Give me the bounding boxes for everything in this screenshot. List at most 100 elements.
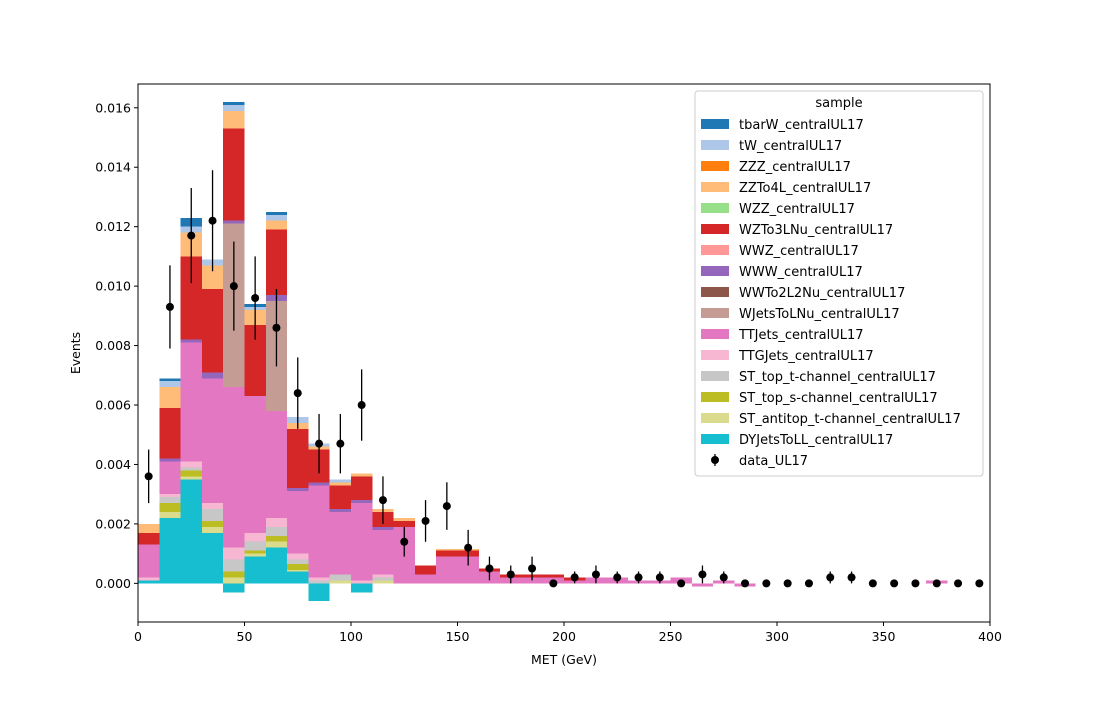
bar-wzto3lnu-centralul17-75 (287, 428, 309, 489)
bar-st-top-t-channel-centralul17-15 (159, 497, 181, 504)
legend-label: WWZ_centralUL17 (739, 244, 859, 259)
data-point-215 (591, 570, 600, 579)
bar-st-top-s-channel-centralul17-75 (287, 564, 309, 570)
legend-label: ZZZ_centralUL17 (739, 160, 851, 175)
bar-www-centralul17-105 (351, 500, 373, 504)
bar-dyjetstoll-centralul17-55 (244, 556, 266, 584)
legend-entry-st-antitop-t-channel-centralul17: ST_antitop_t-channel_centralUL17 (701, 412, 961, 427)
x-axis: 0 50 100 150 200 250 300 350 400 (134, 622, 1002, 644)
legend-swatch (701, 203, 729, 213)
legend-label: ST_antitop_t-channel_centralUL17 (739, 412, 961, 427)
data-point-45 (229, 282, 238, 291)
bar-ttgjets-centralul17-35 (201, 503, 224, 510)
legend-swatch (701, 392, 729, 402)
legend-label: tW_centralUL17 (739, 139, 842, 154)
x-tick-label-50: 50 (237, 629, 253, 644)
legend-swatch (701, 161, 729, 171)
legend-entry-data-ul17: data_UL17 (711, 454, 808, 469)
data-point-315 (804, 579, 813, 588)
bar-st-top-t-channel-centralul17-115 (372, 577, 394, 581)
data-point-165 (485, 564, 494, 573)
bar-dyjetstoll-centralul17-35 (201, 532, 224, 584)
bar-st-top-t-channel-centralul17-75 (287, 559, 309, 565)
legend-entry-www-centralul17: WWW_centralUL17 (701, 265, 863, 280)
legend-entry-dyjetstoll-centralul17: DYJetsToLL_centralUL17 (701, 433, 893, 448)
bar-ttgjets-centralul17-105 (351, 580, 373, 584)
legend-swatch (701, 329, 729, 339)
y-axis-label: Events (68, 332, 83, 374)
bar-ttjets-centralul17-265 (691, 583, 714, 587)
legend-entry-ttgjets-centralul17: TTGJets_centralUL17 (701, 349, 874, 364)
bar-www-centralul17-35 (201, 372, 224, 379)
series-st-top-t-channel-centralul17 (159, 467, 394, 584)
bar-tw-centralul17-95 (329, 479, 351, 483)
legend-entry-ttjets-centralul17: TTJets_centralUL17 (701, 328, 864, 343)
bar-www-centralul17-15 (159, 458, 181, 462)
legend-swatch (701, 287, 729, 297)
data-point-75 (293, 389, 302, 398)
legend-entry-zzto4l-centralul17: ZZTo4L_centralUL17 (701, 181, 871, 196)
legend-entry-wzz-centralul17: WZZ_centralUL17 (701, 202, 855, 217)
legend-entry-wzto3lnu-centralul17: WZTo3LNu_centralUL17 (701, 223, 893, 238)
bar-zzto4l-centralul17-15 (159, 387, 181, 408)
bar-tw-centralul17-65 (265, 214, 288, 221)
data-point-55 (251, 294, 260, 303)
data-point-155 (464, 543, 473, 552)
x-tick-label-200: 200 (552, 629, 576, 644)
y-tick-label-8: 0.016 (95, 100, 131, 115)
data-point-255 (677, 579, 686, 588)
bar-wzto3lnu-centralul17-95 (329, 485, 351, 510)
y-tick-label-3: 0.006 (95, 398, 131, 413)
data-point-95 (336, 439, 345, 448)
bar-zzto4l-centralul17-95 (329, 482, 351, 486)
data-point-185 (528, 564, 537, 573)
legend: sample tbarW_centralUL17 tW_centralUL17 ZZZ… (694, 90, 984, 477)
bar-ttjets-centralul17-35 (201, 378, 224, 504)
legend-swatch (701, 266, 729, 276)
bar-st-antitop-t-channel-centralul17-55 (244, 553, 266, 557)
bar-dyjetstoll-centralul17-75 (287, 571, 309, 584)
bar-ttjets-centralul17-15 (159, 461, 181, 495)
y-tick-label-2: 0.004 (95, 457, 131, 472)
bar-ttjets-centralul17-95 (329, 512, 351, 575)
bar-ttjets-centralul17-85 (308, 485, 330, 578)
bar-wzto3lnu-centralul17-145 (436, 550, 458, 557)
bar-st-top-t-channel-centralul17-95 (329, 574, 351, 581)
bar-www-centralul17-75 (287, 488, 309, 492)
legend-entry-wwz-centralul17: WWZ_centralUL17 (701, 244, 859, 259)
data-point-355 (890, 579, 899, 588)
x-tick-label-0: 0 (134, 629, 142, 644)
bar-st-top-t-channel-centralul17-65 (265, 526, 288, 536)
bar-st-top-t-channel-centralul17-35 (201, 509, 224, 521)
data-point-395 (975, 579, 984, 588)
data-point-135 (421, 516, 430, 525)
bar-dyjetstoll-centralul17-85 (308, 583, 330, 602)
legend-swatch (701, 119, 729, 129)
bar-st-antitop-t-channel-centralul17-35 (201, 526, 224, 533)
x-tick-label-350: 350 (872, 629, 896, 644)
legend-swatch (701, 350, 729, 360)
bar-st-antitop-t-channel-centralul17-65 (265, 541, 288, 548)
bar-ttjets-centralul17-55 (244, 396, 266, 533)
legend-label: WWTo2L2Nu_centralUL17 (739, 286, 905, 301)
legend-label: DYJetsToLL_centralUL17 (739, 433, 893, 448)
bar-wzto3lnu-centralul17-125 (393, 520, 415, 527)
bar-wzto3lnu-centralul17-105 (351, 476, 373, 501)
legend-label: tbarW_centralUL17 (739, 118, 864, 133)
series-ttgjets-centralul17 (138, 461, 394, 584)
data-point-295 (762, 579, 771, 588)
bar-dyjetstoll-centralul17-5 (138, 580, 160, 584)
x-tick-label-100: 100 (339, 629, 363, 644)
bar-ttjets-centralul17-25 (180, 342, 202, 462)
y-tick-label-7: 0.014 (95, 160, 131, 175)
bar-tbarw-centralul17-45 (223, 101, 245, 105)
bar-www-centralul17-95 (329, 509, 351, 513)
data-point-275 (719, 573, 728, 582)
bar-wzto3lnu-centralul17-55 (244, 324, 266, 397)
bar-dyjetstoll-centralul17-15 (159, 517, 181, 584)
bar-st-top-s-channel-centralul17-65 (265, 535, 288, 542)
series-dyjetstoll-centralul17 (138, 479, 373, 602)
legend-label: WZZ_centralUL17 (739, 202, 855, 217)
bar-st-top-s-channel-centralul17-15 (159, 503, 181, 513)
